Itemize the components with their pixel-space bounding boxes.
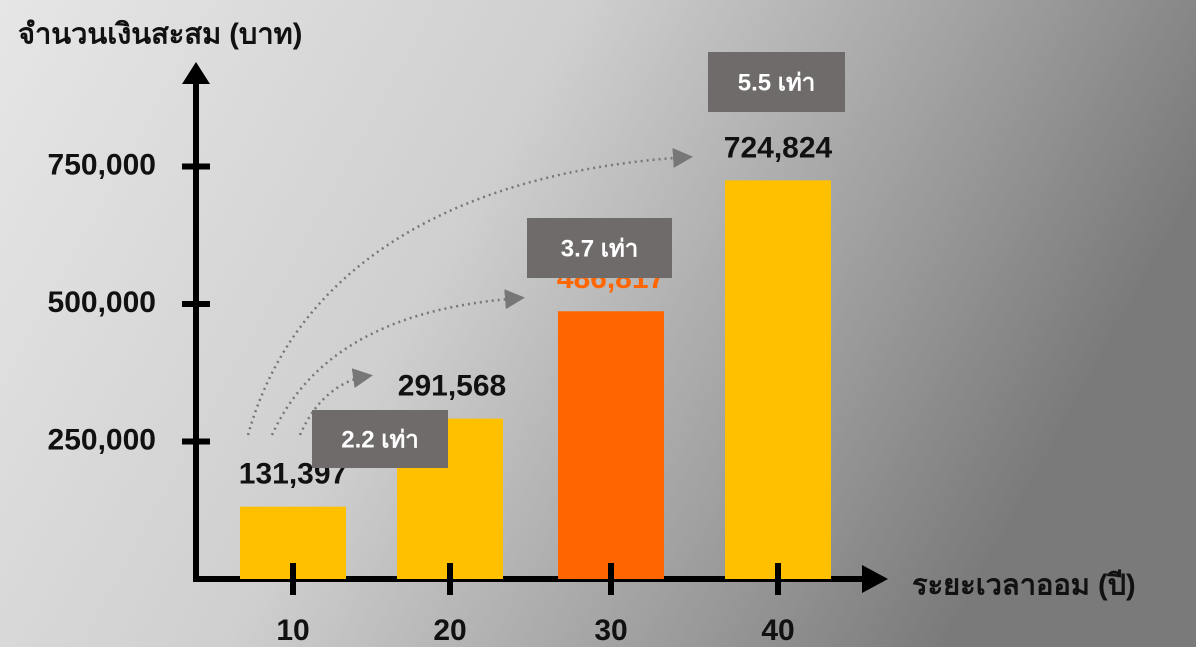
bar xyxy=(725,180,831,579)
x-tick-label: 10 xyxy=(276,614,309,647)
y-tick-label: 250,000 xyxy=(48,423,156,456)
multiplier-box xyxy=(527,218,672,278)
x-axis-label: ระยะเวลาออม (ปี) xyxy=(912,570,1136,602)
x-tick-label: 30 xyxy=(594,614,627,647)
bar xyxy=(558,311,664,579)
value-label: 724,824 xyxy=(724,131,833,164)
y-tick-label: 750,000 xyxy=(48,148,156,181)
x-axis-arrow xyxy=(862,565,888,593)
x-tick-label: 40 xyxy=(761,614,794,647)
y-tick-label: 500,000 xyxy=(48,286,156,319)
multiplier-box xyxy=(312,410,448,468)
value-label: 291,568 xyxy=(398,370,506,403)
x-tick-label: 20 xyxy=(433,614,466,647)
multiplier-label: 5.5 เท่า xyxy=(738,69,816,96)
y-axis-arrow xyxy=(182,62,210,84)
multiplier-box xyxy=(708,52,845,112)
multiplier-label: 2.2 เท่า xyxy=(341,426,419,453)
y-axis-label: จำนวนเงินสะสม (บาท) xyxy=(18,19,302,51)
growth-arrows xyxy=(246,147,693,436)
multiplier-label: 3.7 เท่า xyxy=(561,235,639,262)
